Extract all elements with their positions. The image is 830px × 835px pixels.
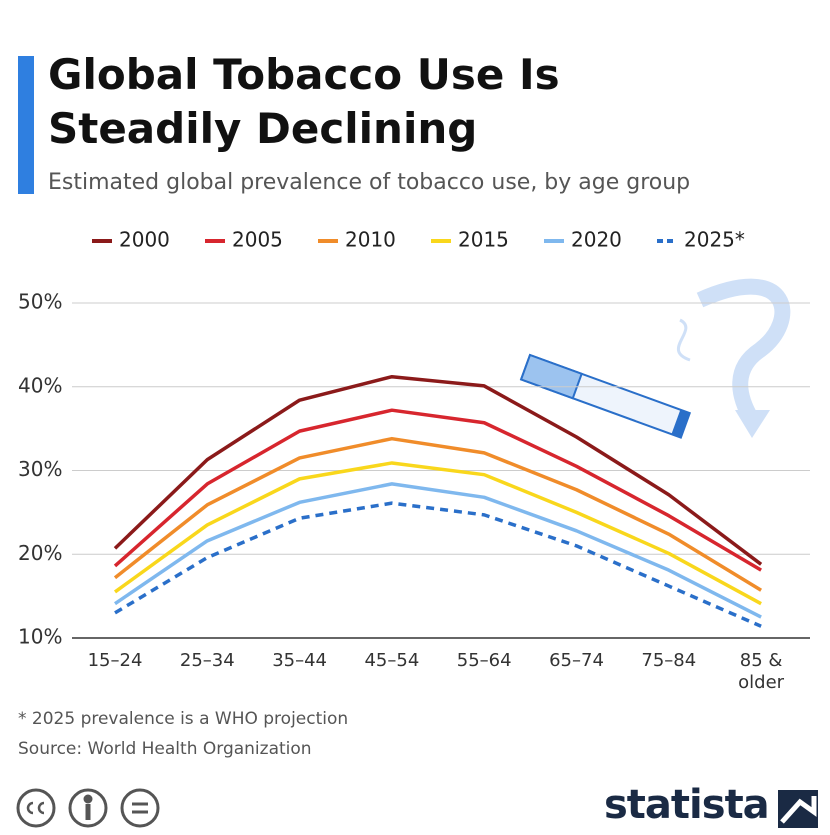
series-line (114, 501, 762, 628)
legend-label: 2010 (345, 228, 396, 252)
series-line (113, 374, 763, 566)
cigarette-decoration (519, 278, 791, 439)
legend-label: 2015 (458, 228, 509, 252)
chart-title: Global Tobacco Use Is Steadily Declining (48, 50, 560, 153)
y-tick-label: 20% (18, 541, 62, 565)
y-tick-label: 10% (18, 625, 62, 649)
legend-label: 2020 (571, 228, 622, 252)
x-tick-label: 35–44 (272, 650, 327, 671)
y-tick-label: 30% (18, 457, 62, 481)
x-tick-label: 15–24 (87, 650, 143, 671)
brand-icon (778, 790, 818, 828)
cc-icons (16, 788, 160, 828)
source: Source: World Health Organization (18, 739, 312, 759)
brand: statista (604, 782, 770, 828)
series-line (113, 461, 762, 606)
x-tick-label: 65–74 (549, 650, 604, 671)
series-line (113, 408, 762, 572)
y-tick-label: 50% (18, 290, 62, 314)
series-line (114, 482, 762, 619)
legend-label: 2025* (684, 228, 745, 252)
x-tick-label: 45–54 (364, 650, 420, 671)
footnote: * 2025 prevalence is a WHO projection (18, 709, 349, 729)
chart-subtitle: Estimated global prevalence of tobacco u… (48, 170, 691, 195)
x-tick-label: 75–84 (641, 650, 697, 671)
legend-label: 2000 (119, 228, 170, 252)
accent-bar (18, 56, 34, 194)
x-tick-label: 25–34 (179, 650, 235, 671)
y-tick-label: 40% (18, 373, 62, 397)
legend-label: 2005 (232, 228, 283, 252)
x-tick-label: 55–64 (456, 650, 512, 671)
series-line (113, 436, 763, 592)
x-tick-label: 85 & older (738, 650, 785, 693)
